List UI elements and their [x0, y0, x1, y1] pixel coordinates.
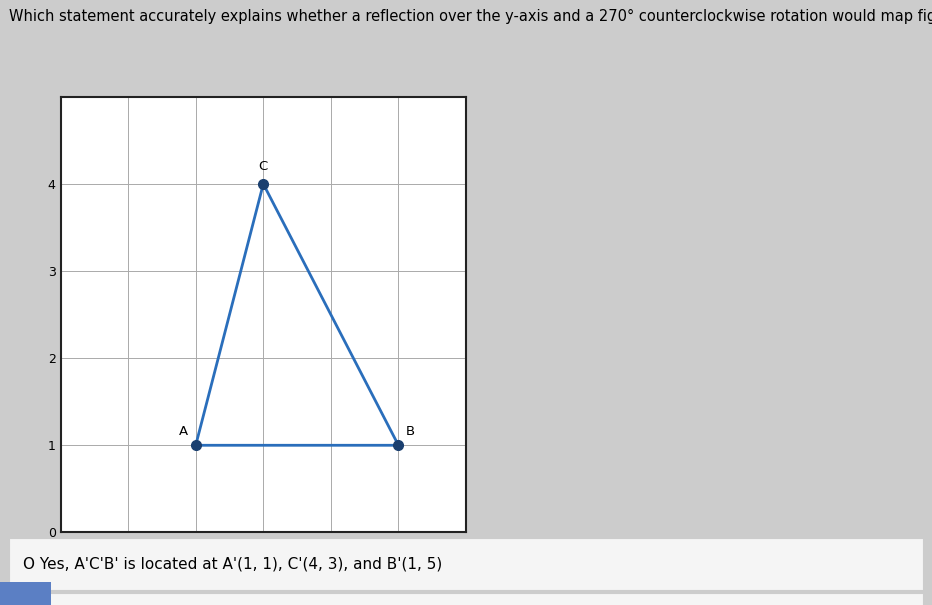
Text: Which statement accurately explains whether a reflection over the y-axis and a 2: Which statement accurately explains whet… [9, 9, 932, 24]
Text: C: C [259, 160, 267, 174]
Text: tion: tion [13, 587, 37, 600]
Text: A: A [179, 425, 188, 438]
Text: O Yes, A'C'B' is located at A'(1, 1), C'(4, 3), and B'(1, 5): O Yes, A'C'B' is located at A'(1, 1), C'… [23, 557, 443, 572]
Text: B: B [406, 425, 415, 438]
